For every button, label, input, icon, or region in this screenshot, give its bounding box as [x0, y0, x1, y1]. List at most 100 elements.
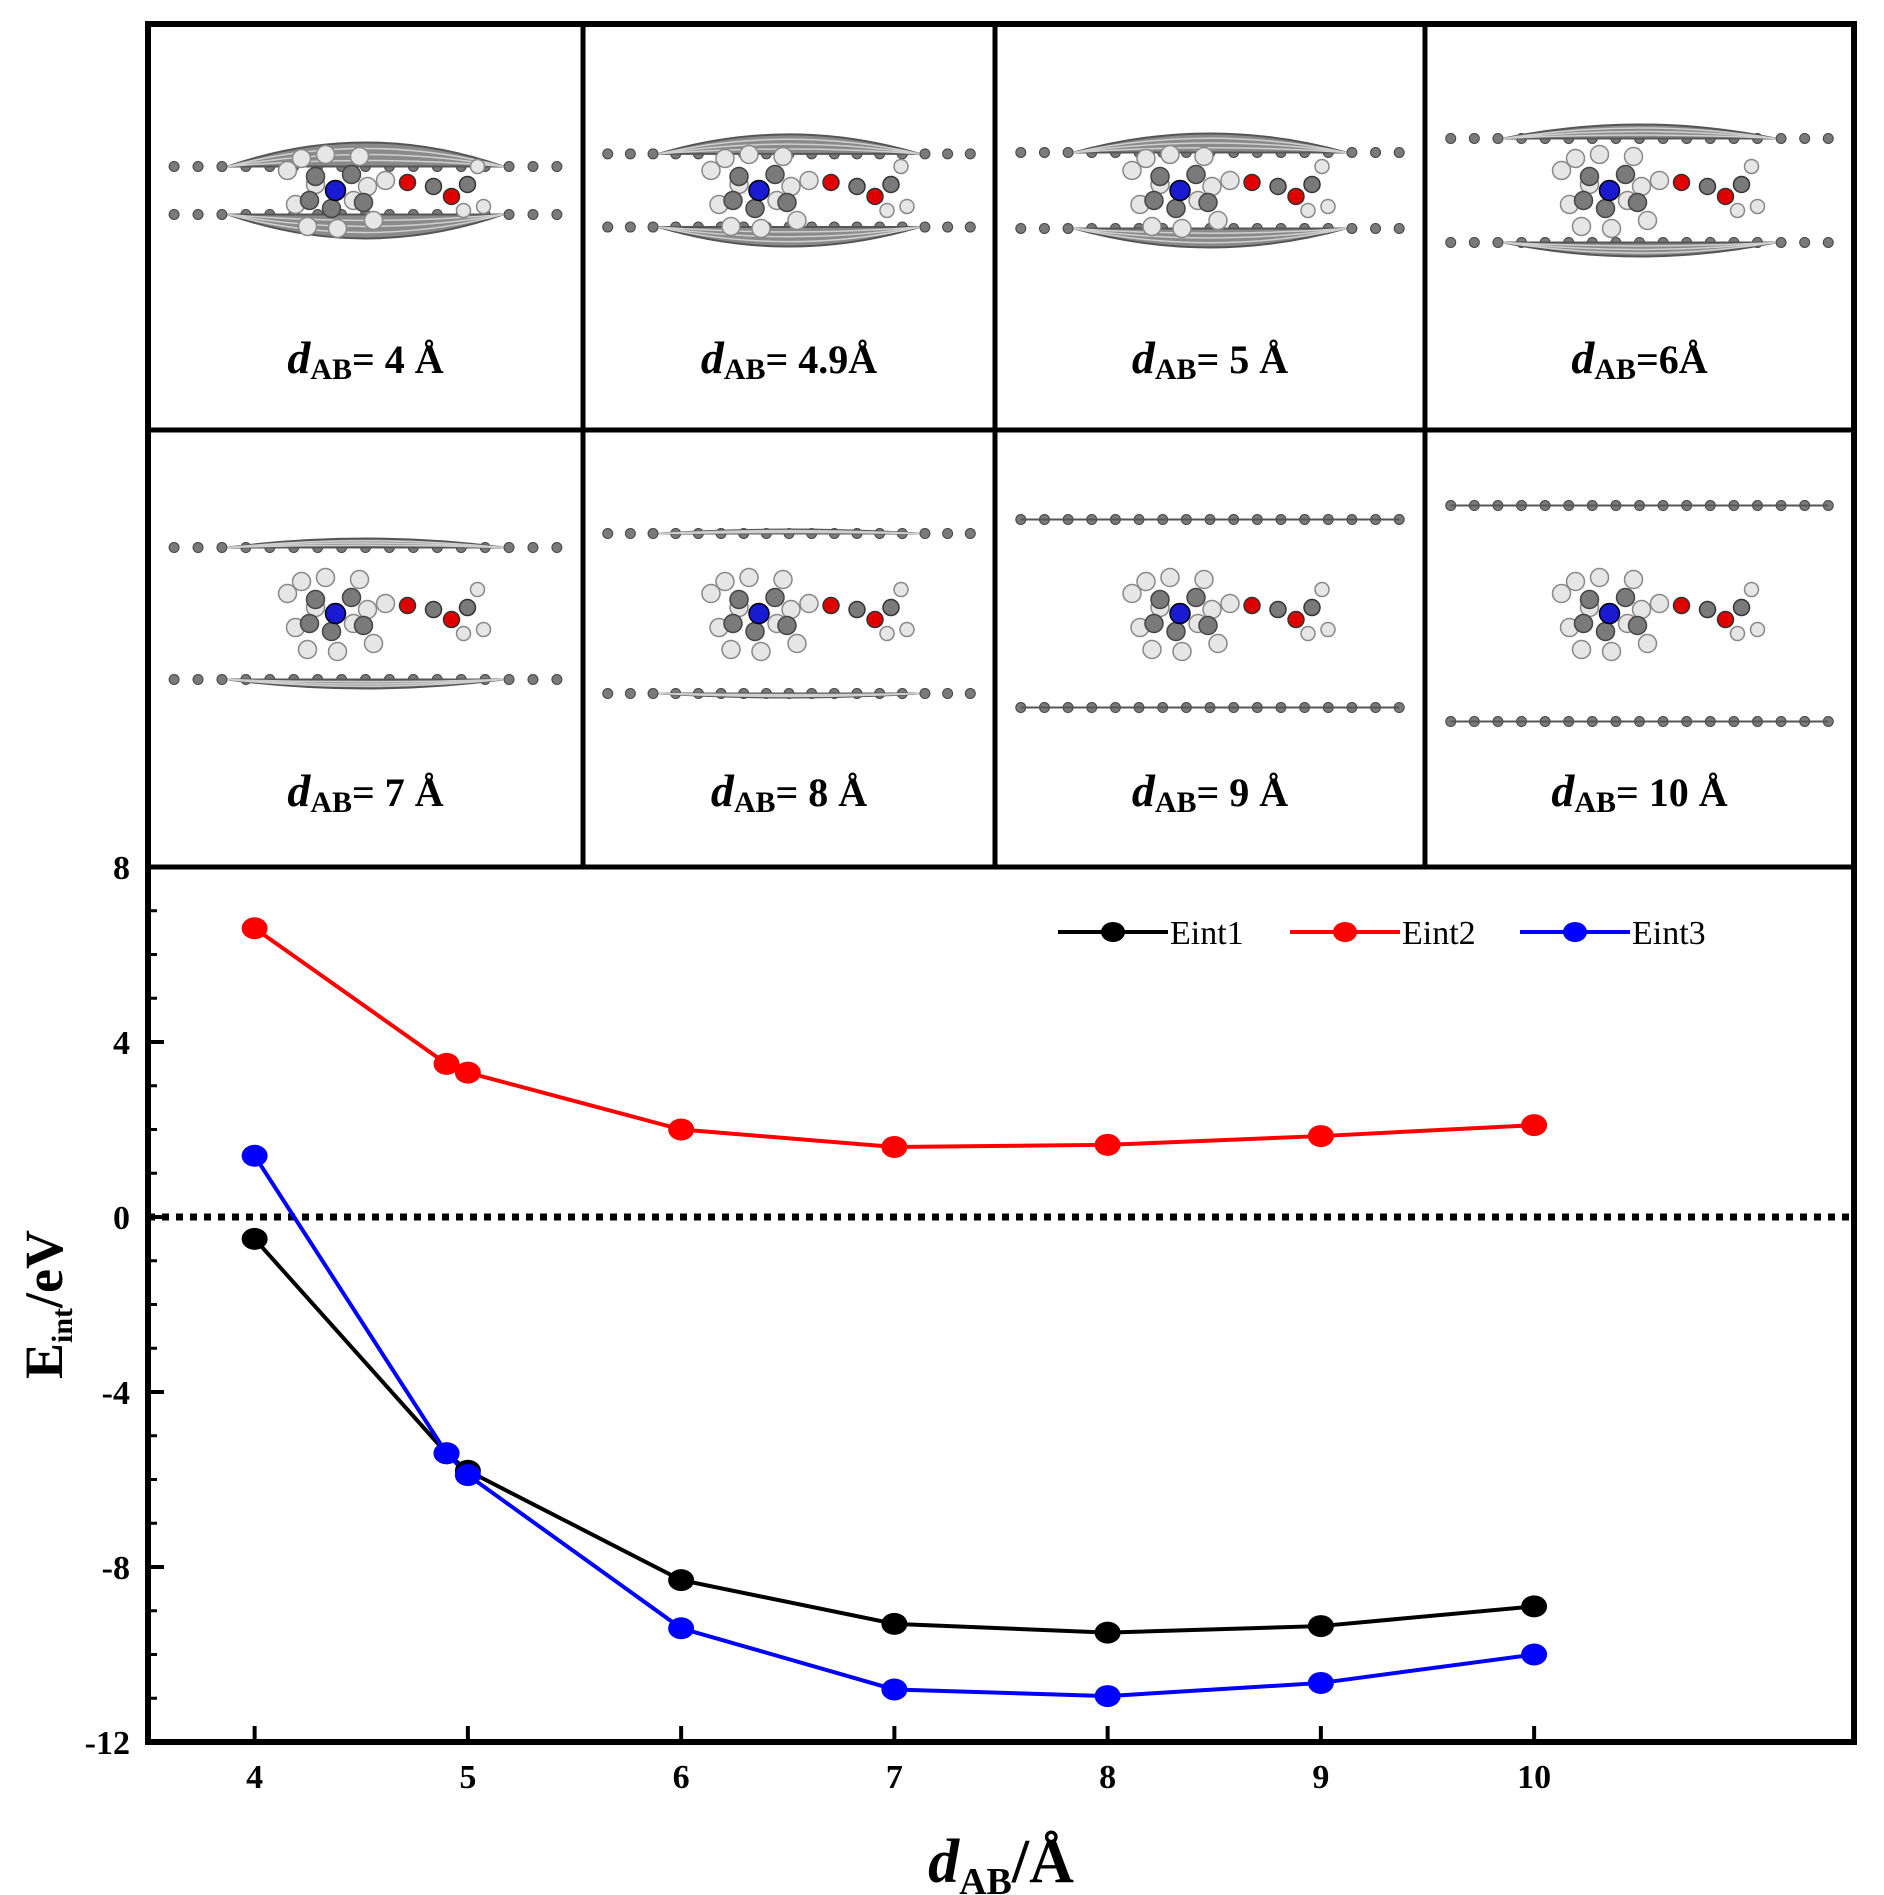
- carbon-atom: [1698, 177, 1717, 196]
- carbon-atom: [1822, 236, 1834, 248]
- carbon-atom: [1015, 146, 1027, 158]
- nitrogen-atom: [1169, 602, 1191, 625]
- carbon-atom: [919, 221, 931, 233]
- oxygen-atom: [1287, 610, 1305, 629]
- x-axis-unit: /Å: [1011, 1828, 1074, 1895]
- carbon-atom: [168, 674, 180, 686]
- hydrogen-atom: [1300, 625, 1316, 642]
- carbon-atom: [919, 148, 931, 160]
- carbon-atom: [777, 192, 797, 213]
- hydrogen-atom: [1729, 625, 1746, 642]
- carbon-atom: [305, 589, 326, 610]
- hydrogen-atom: [469, 581, 486, 598]
- hydrogen-atom: [475, 198, 492, 215]
- hydrogen-atom: [1202, 599, 1222, 620]
- graphene-layer-line: [658, 138, 920, 155]
- hydrogen-atom: [297, 216, 318, 237]
- carbon-atom: [602, 528, 614, 540]
- graphene-layer-line: [227, 542, 504, 549]
- graphene-layer-line: [1073, 137, 1347, 154]
- carbon-atom: [1038, 222, 1050, 234]
- structure-panel: dAB= 4 Å: [168, 141, 563, 386]
- hydrogen-atom: [327, 641, 348, 662]
- carbon-atom: [1393, 146, 1405, 158]
- hydrogen-atom: [739, 144, 759, 165]
- y-tick-label: 4: [113, 1025, 130, 1062]
- carbon-atom: [1799, 236, 1811, 248]
- oxygen-atom: [398, 596, 417, 615]
- carbon-atom: [964, 148, 976, 160]
- carbon-atom: [341, 587, 362, 608]
- data-point-eint2: [1094, 1133, 1121, 1156]
- hydrogen-atom: [1122, 583, 1142, 604]
- carbon-atom: [1144, 613, 1164, 634]
- data-point-eint3: [1521, 1643, 1548, 1666]
- nitrogen-atom: [1598, 602, 1621, 625]
- hydrogen-atom: [277, 160, 298, 181]
- x-tick-label: 9: [1312, 1759, 1329, 1796]
- hydrogen-atom: [781, 176, 801, 197]
- hydrogen-atom: [357, 176, 378, 197]
- carbon-atom: [551, 208, 563, 220]
- axes: -12 -8 -4 0 4 8 4 5 6 7 8 9 10 dAB/Å Eint/eV: [14, 850, 1551, 1895]
- graphene-layer-line: [227, 544, 504, 549]
- panel-label-var: d: [1132, 765, 1156, 816]
- hydrogen-atom: [363, 210, 384, 231]
- hydrogen-atom: [349, 569, 370, 590]
- carbon-atom: [602, 221, 614, 233]
- carbon-atom: [1269, 177, 1287, 196]
- hydrogen-atom: [291, 148, 312, 169]
- hydrogen-atom: [879, 202, 895, 219]
- panel-label-sub: AB: [1594, 353, 1636, 386]
- oxygen-atom: [1716, 610, 1735, 629]
- data-point-eint2: [881, 1136, 908, 1158]
- carbon-atom: [1573, 613, 1594, 634]
- panel-label-sub: AB: [1155, 786, 1197, 819]
- carbon-atom: [458, 175, 477, 194]
- panel-label-var: d: [711, 765, 735, 816]
- structure-panel: dAB= 9 Å: [1015, 514, 1405, 819]
- oxygen-atom: [1672, 596, 1691, 615]
- legend-marker-eint3: [1563, 922, 1587, 942]
- carbon-atom: [1698, 600, 1717, 619]
- oxygen-atom: [822, 173, 840, 192]
- carbon-atom: [602, 148, 614, 160]
- carbon-atom: [503, 542, 515, 554]
- hydrogen-atom: [893, 581, 909, 598]
- hydrogen-atom: [327, 218, 348, 239]
- nitrogen-atom: [748, 179, 770, 202]
- carbon-atom: [503, 674, 515, 686]
- x-tick-label: 7: [886, 1759, 903, 1796]
- hydrogen-atom: [469, 158, 486, 175]
- carbon-atom: [1062, 222, 1074, 234]
- graphene-layer-line: [227, 678, 504, 685]
- carbon-atom: [1144, 190, 1164, 211]
- panel-label-value: = 8 Å: [776, 770, 868, 815]
- panel-label-var: d: [1551, 765, 1575, 816]
- panel-label-sub: AB: [310, 786, 352, 819]
- carbon-atom: [1468, 236, 1480, 248]
- carbon-atom: [305, 166, 326, 187]
- hydrogen-atom: [1208, 633, 1228, 654]
- hydrogen-atom: [879, 625, 895, 642]
- graphene-layer-line: [227, 678, 504, 688]
- hydrogen-atom: [1202, 176, 1222, 197]
- carbon-atom: [1822, 132, 1834, 144]
- panel-label: dAB= 9 Å: [1132, 765, 1288, 819]
- carbon-atom: [919, 688, 931, 700]
- carbon-atom: [192, 674, 204, 686]
- nitrogen-atom: [1598, 179, 1621, 202]
- structure-panel: dAB= 4.9Å: [602, 133, 976, 386]
- carbon-atom: [942, 688, 954, 700]
- graphene-layer-line: [227, 213, 504, 228]
- hydrogen-atom: [1551, 160, 1572, 181]
- carbon-atom: [192, 160, 204, 172]
- carbon-atom: [942, 528, 954, 540]
- oxygen-atom: [1716, 187, 1735, 206]
- data-point-eint3: [241, 1144, 268, 1167]
- hydrogen-atom: [1194, 569, 1214, 590]
- graphene-layer-line: [658, 529, 920, 535]
- y-tick-label: -4: [102, 1375, 130, 1412]
- carbon-atom: [765, 164, 785, 185]
- carbon-atom: [1492, 132, 1504, 144]
